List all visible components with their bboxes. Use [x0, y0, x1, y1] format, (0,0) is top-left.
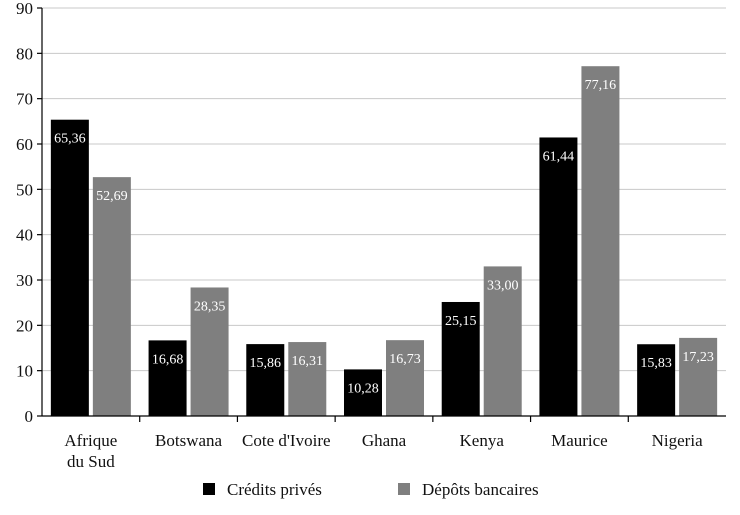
gridlines: [42, 7, 726, 372]
y-axis-ticks: 0 10 20 30 40 50 60 70 80 90: [16, 0, 42, 426]
y-tick-label: 50: [16, 180, 33, 199]
y-tick-label: 70: [16, 90, 33, 109]
legend-swatch: [398, 483, 410, 495]
legend-swatch: [203, 483, 215, 495]
x-category-label: Maurice: [551, 431, 608, 450]
y-tick-label: 80: [16, 44, 33, 63]
data-label: 28,35: [194, 299, 226, 314]
bar: [246, 344, 285, 416]
y-tick-label: 30: [16, 271, 33, 290]
data-label: 16,73: [389, 352, 421, 367]
data-label: 77,16: [585, 78, 617, 93]
y-tick-label: 0: [25, 407, 34, 426]
bar: [441, 301, 480, 416]
x-category-label: Nigeria: [652, 431, 703, 450]
data-label: 16,31: [292, 354, 324, 369]
bars: 65,36 52,69 16,68 28,35 15,86 16,31 10,28 16,73…: [50, 66, 718, 417]
y-tick-label: 10: [16, 362, 33, 381]
bar: [92, 177, 131, 416]
y-tick-label: 20: [16, 316, 33, 335]
bar: [386, 340, 424, 416]
bar: [288, 342, 327, 416]
data-label: 15,83: [640, 356, 672, 371]
data-label: 16,68: [152, 352, 184, 367]
x-category-label: Ghana: [362, 431, 407, 450]
data-label: 65,36: [54, 132, 86, 147]
data-label: 33,00: [487, 278, 519, 293]
data-label: 61,44: [543, 149, 575, 164]
bar: [148, 340, 187, 416]
legend-label: Crédits privés: [227, 480, 322, 499]
x-category-label: du Sud: [67, 452, 115, 471]
x-category-label: Kenya: [460, 431, 505, 450]
data-label: 15,86: [250, 356, 282, 371]
y-tick-label: 90: [16, 0, 33, 18]
bar: [539, 137, 578, 417]
x-axis-categories: Afrique du Sud Botswana Cote d'Ivoire Ghana K…: [64, 431, 703, 471]
data-label: 17,23: [682, 350, 714, 365]
bar: [581, 66, 620, 416]
x-category-label: Botswana: [155, 431, 223, 450]
bar: [190, 287, 229, 416]
legend: Crédits privés Dépôts bancaires: [203, 480, 539, 499]
data-label: 52,69: [96, 189, 128, 204]
bar: [344, 369, 382, 416]
bar: [50, 119, 89, 417]
bar: [637, 344, 676, 416]
y-tick-label: 60: [16, 135, 33, 154]
data-label: 25,15: [445, 314, 477, 329]
bar: [679, 337, 718, 416]
y-tick-label: 40: [16, 226, 33, 245]
x-category-label: Cote d'Ivoire: [242, 431, 331, 450]
x-category-label: Afrique: [64, 431, 117, 450]
data-label: 10,28: [347, 381, 379, 396]
bar: [483, 266, 522, 416]
axes: [41, 8, 726, 422]
legend-label: Dépôts bancaires: [422, 480, 539, 499]
